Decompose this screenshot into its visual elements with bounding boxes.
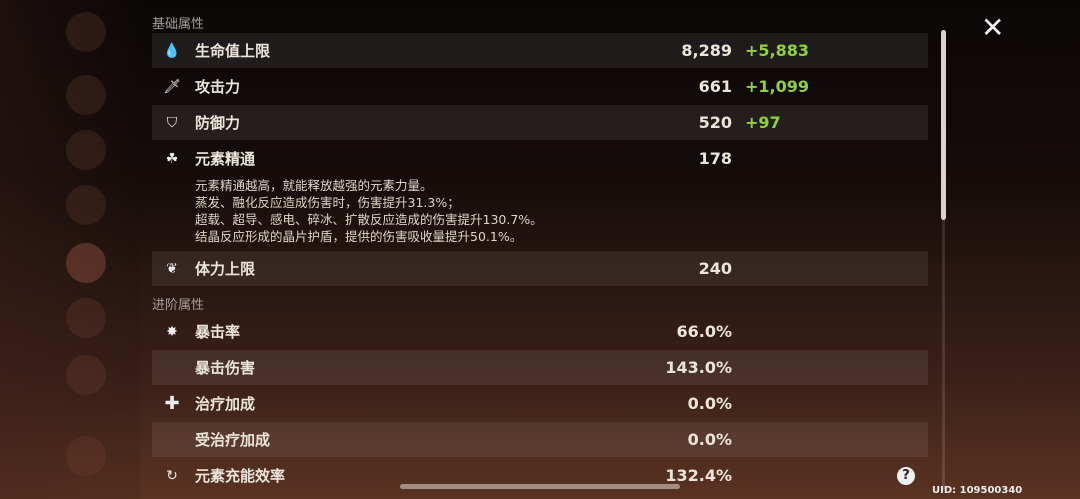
stat-value: 8,289 — [681, 41, 732, 60]
stat-value: 240 — [698, 259, 732, 278]
stat-label: 治疗加成 — [195, 395, 256, 413]
stat-row-crit-rate: ✸ 暴击率 66.0% — [152, 314, 928, 349]
stat-row-hp: 💧 生命值上限 8,289 +5,883 — [152, 33, 928, 68]
stat-row-em[interactable]: ☘ 元素精通 178 — [152, 141, 928, 176]
menu-grid-button[interactable] — [66, 436, 106, 476]
stat-value: 178 — [698, 149, 732, 168]
elemental-mastery-icon: ☘ — [165, 150, 179, 167]
avatar[interactable] — [66, 130, 106, 170]
stat-label: 暴击率 — [195, 323, 241, 341]
stat-label: 元素精通 — [195, 150, 256, 168]
stat-label: 防御力 — [195, 114, 241, 132]
stat-label: 生命值上限 — [195, 42, 271, 60]
scrollbar-track[interactable] — [942, 30, 945, 490]
stat-value: 520 — [698, 113, 732, 132]
desc-line: 元素精通越高，就能释放越强的元素力量。 — [195, 178, 433, 193]
avatar[interactable] — [66, 75, 106, 115]
stat-label: 暴击伤害 — [195, 359, 256, 377]
shield-icon: ⛉ — [166, 114, 178, 131]
avatar[interactable] — [66, 12, 106, 52]
stat-row-stamina: ❦ 体力上限 240 — [152, 251, 928, 286]
avatar-selected[interactable] — [66, 243, 106, 283]
energy-recharge-icon: ↻ — [166, 467, 178, 484]
stat-value: 661 — [698, 77, 732, 96]
stamina-icon: ❦ — [166, 260, 178, 277]
stat-row-crit-dmg: 暴击伤害 143.0% — [152, 350, 928, 385]
uid-label: UID: 109500340 — [932, 485, 1023, 496]
stat-label: 攻击力 — [195, 78, 241, 96]
healing-cross-icon: ✚ — [164, 393, 180, 414]
stat-row-incoming-healing: 受治疗加成 0.0% — [152, 422, 928, 457]
em-description: 元素精通越高，就能释放越强的元素力量。 蒸发、融化反应造成伤害时，伤害提升31.… — [195, 177, 543, 245]
stat-bonus: +1,099 — [745, 77, 810, 96]
stat-bonus: +5,883 — [745, 41, 810, 60]
avatar[interactable] — [66, 185, 106, 225]
stat-value: 132.4% — [665, 466, 732, 485]
stat-row-def: ⛉ 防御力 520 +97 — [152, 105, 928, 140]
stat-value: 66.0% — [676, 322, 732, 341]
stat-label: 元素充能效率 — [195, 467, 286, 485]
stat-row-atk: 🗡 攻击力 661 +1,099 — [152, 69, 928, 104]
hp-drop-icon: 💧 — [163, 42, 181, 59]
avatar[interactable] — [66, 355, 106, 395]
stat-row-healing: ✚ 治疗加成 0.0% — [152, 386, 928, 421]
crit-icon: ✸ — [166, 323, 178, 340]
stat-label: 受治疗加成 — [195, 431, 271, 449]
scrollbar-thumb[interactable] — [941, 30, 946, 220]
desc-line: 蒸发、融化反应造成伤害时，伤害提升31.3%； — [195, 195, 460, 210]
desc-line: 结晶反应形成的晶片护盾，提供的伤害吸收量提升50.1%。 — [195, 229, 523, 244]
home-indicator[interactable] — [400, 484, 680, 489]
stat-value: 143.0% — [665, 358, 732, 377]
help-button[interactable]: ? — [897, 467, 915, 485]
avatar[interactable] — [66, 298, 106, 338]
stat-row-energy-recharge: ↻ 元素充能效率 132.4% — [152, 458, 928, 493]
stat-value: 0.0% — [687, 430, 732, 449]
stat-bonus: +97 — [745, 113, 781, 132]
character-sidebar — [0, 0, 140, 499]
close-button[interactable]: ✕ — [981, 11, 1005, 44]
stat-value: 0.0% — [687, 394, 732, 413]
section-advanced-title: 进阶属性 — [152, 298, 205, 313]
sword-icon: 🗡 — [163, 78, 181, 95]
stat-label: 体力上限 — [195, 260, 256, 278]
section-basic-title: 基础属性 — [152, 17, 205, 32]
desc-line: 超载、超导、感电、碎冰、扩散反应造成的伤害提升130.7%。 — [195, 212, 543, 227]
